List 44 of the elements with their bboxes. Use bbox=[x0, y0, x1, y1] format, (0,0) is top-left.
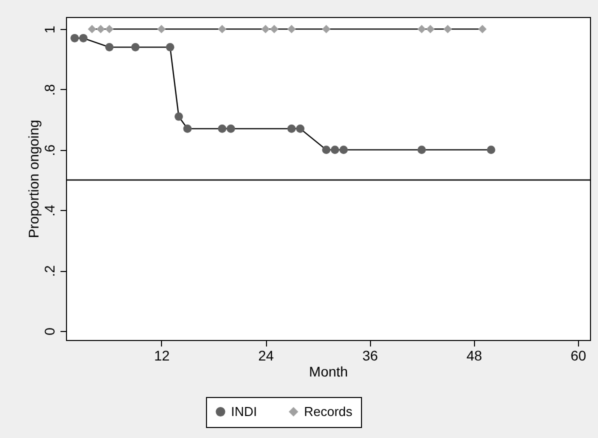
point bbox=[183, 124, 192, 133]
point bbox=[444, 24, 452, 34]
y-tick-label: .4 bbox=[42, 204, 58, 217]
point bbox=[261, 24, 270, 34]
point bbox=[166, 43, 174, 52]
point bbox=[96, 24, 105, 34]
point bbox=[287, 124, 296, 133]
x-tick-label: 12 bbox=[154, 348, 170, 364]
point bbox=[339, 146, 348, 154]
y-tick-label: .6 bbox=[42, 144, 58, 156]
point bbox=[218, 24, 226, 34]
x-tick-label: 60 bbox=[570, 348, 586, 364]
point bbox=[218, 124, 226, 133]
point bbox=[79, 34, 88, 42]
point bbox=[330, 146, 340, 154]
point bbox=[287, 24, 296, 34]
y-tick-label: .2 bbox=[42, 265, 58, 277]
point bbox=[322, 24, 330, 34]
point bbox=[105, 43, 114, 52]
point bbox=[486, 146, 496, 154]
legend-label: INDI bbox=[231, 404, 257, 419]
point bbox=[105, 24, 114, 34]
point bbox=[418, 24, 426, 34]
point bbox=[296, 124, 304, 133]
legend-label: Records bbox=[304, 404, 353, 419]
point bbox=[88, 24, 96, 34]
point bbox=[426, 24, 435, 34]
x-tick-label: 36 bbox=[362, 348, 378, 364]
y-tick-label: .8 bbox=[42, 84, 58, 96]
point bbox=[174, 112, 183, 121]
x-tick-label: 24 bbox=[258, 348, 274, 364]
x-axis-title: Month bbox=[309, 364, 348, 380]
point bbox=[157, 24, 166, 34]
point bbox=[322, 146, 330, 154]
point bbox=[226, 124, 236, 133]
y-tick-label: 0 bbox=[42, 327, 58, 336]
point bbox=[270, 24, 278, 34]
x-tick-label: 48 bbox=[466, 348, 482, 364]
point bbox=[418, 146, 426, 154]
y-tick-label: 1 bbox=[42, 25, 58, 34]
point bbox=[478, 24, 487, 34]
point bbox=[131, 43, 140, 52]
point bbox=[70, 34, 79, 42]
y-axis-title: Proportion ongoing bbox=[26, 120, 42, 238]
